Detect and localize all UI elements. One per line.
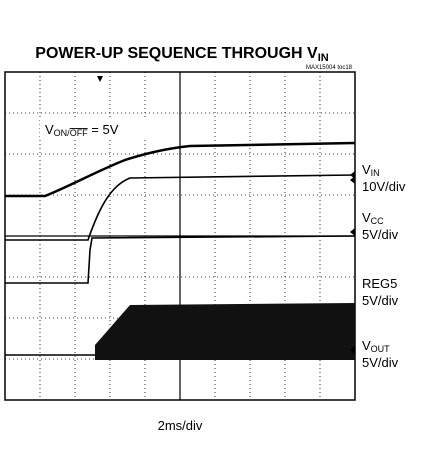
title-sub: IN (318, 52, 329, 64)
trace-name: VOUT (362, 338, 390, 354)
title: POWER-UP SEQUENCE THROUGH VIN (35, 45, 328, 64)
trace-scale: 5V/div (362, 293, 399, 308)
figure-note: MAX15004 toc18 (306, 65, 353, 71)
trace-name: REG5 (362, 276, 397, 291)
timebase: 2ms/div (158, 418, 203, 433)
trace-name-main: REG5 (362, 276, 397, 291)
trace-scale: 5V/div (362, 227, 399, 242)
annotation-rest: = 5V (88, 122, 119, 137)
trace-name-sub: CC (371, 216, 384, 226)
annotation-sub: ON/ (54, 128, 71, 138)
trace-name-main: V (362, 210, 371, 225)
trace-name: VCC (362, 210, 384, 226)
title-main: POWER-UP SEQUENCE THROUGH V (35, 45, 318, 62)
scope-screen: VON/OFF = 5V (5, 72, 355, 400)
trace-name-sub: OUT (371, 344, 391, 354)
annotation-sub-bar: OFF (70, 128, 88, 138)
trace-name-main: V (362, 338, 371, 353)
trace-scale: 5V/div (362, 355, 399, 370)
trace-name: VIN (362, 162, 380, 178)
scope-page: POWER-UP SEQUENCE THROUGH VIN MAX15004 t… (0, 0, 435, 446)
trace-name-sub: IN (371, 168, 380, 178)
trace-name-main: V (362, 162, 371, 177)
annotation-main: V (45, 122, 54, 137)
trace-scale: 10V/div (362, 179, 406, 194)
